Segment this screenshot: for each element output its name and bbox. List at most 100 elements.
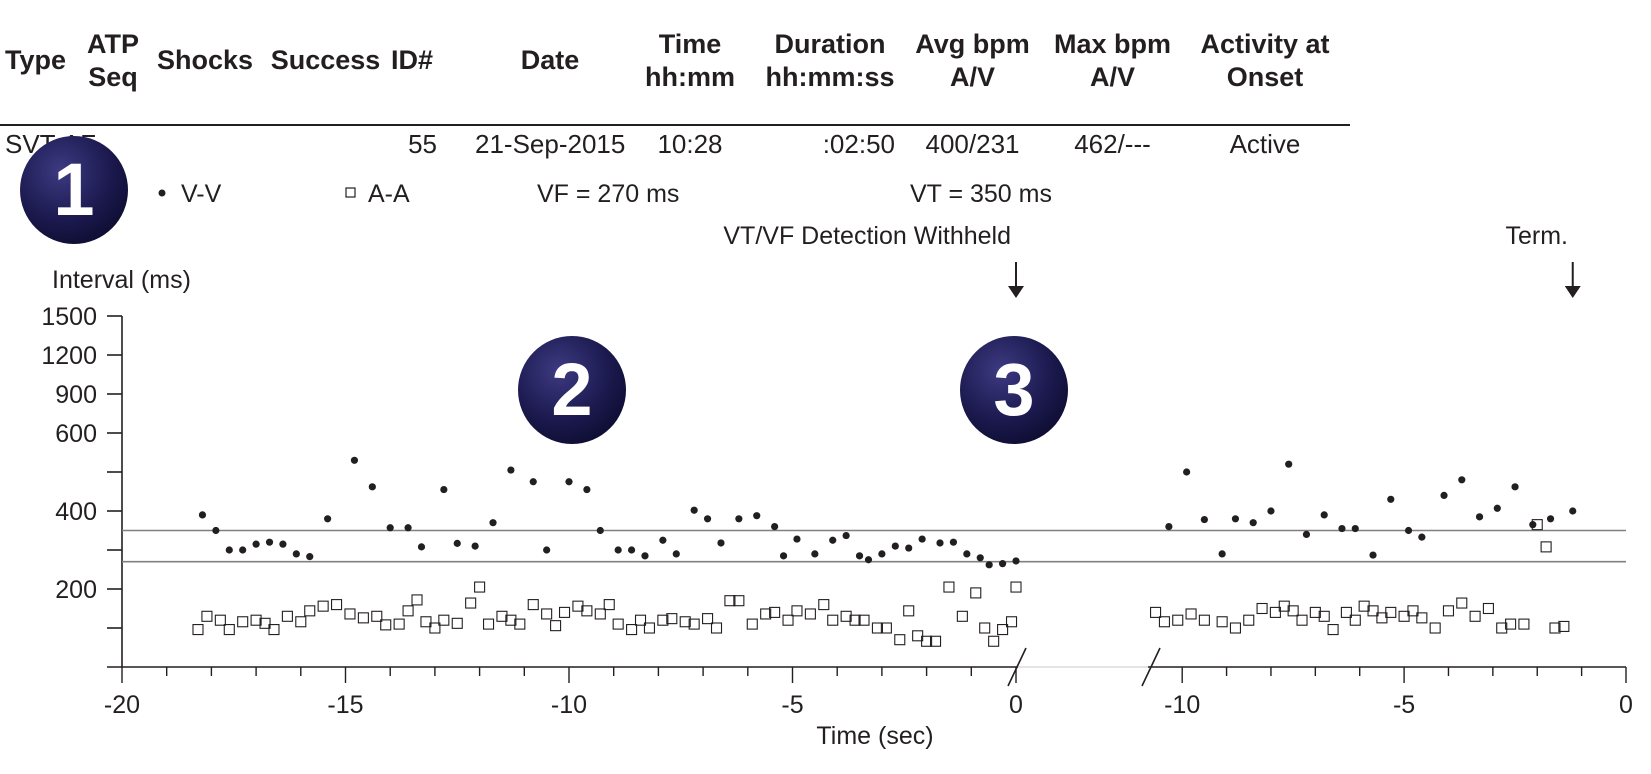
vv-point-seg1-19	[1493, 504, 1501, 512]
aa-point-seg0-38	[612, 618, 624, 630]
vv-point-seg0-41	[855, 552, 864, 560]
aa-point-seg0-4	[237, 616, 249, 628]
vv-point-seg0-32	[717, 539, 725, 547]
aa-point-seg1-29	[1482, 602, 1494, 615]
aa-point-seg0-66	[921, 635, 933, 647]
y-axis-label: Interval (ms)	[52, 266, 191, 294]
x-tick-label-seg1-0: -10	[1164, 691, 1200, 719]
aa-point-seg0-55	[804, 608, 816, 620]
aa-point-seg0-35	[581, 605, 593, 617]
detection-withheld-label: VT/VF Detection Withheld	[723, 222, 1011, 250]
aa-point-seg0-32	[550, 620, 562, 632]
badge-2: 2	[518, 336, 626, 444]
aa-point-seg0-48	[724, 595, 736, 607]
vv-point-seg0-11	[368, 483, 376, 491]
aa-point-seg0-54	[791, 605, 803, 617]
aa-point-seg0-69	[956, 610, 968, 622]
plot-layer: 1500 1200 900 600 400 200 -20 -15 -10 -5 0 -10 -5 0	[41, 262, 1633, 719]
vv-point-seg0-26	[627, 546, 636, 554]
header-type: Type	[5, 45, 67, 75]
vv-point-seg0-28	[659, 536, 667, 544]
header-success: Success	[270, 45, 381, 75]
aa-point-seg0-57	[827, 614, 839, 626]
vv-point-seg1-7	[1285, 460, 1293, 468]
vv-point-seg0-15	[440, 485, 448, 494]
header-date: Date	[520, 45, 580, 75]
vv-point-seg1-18	[1475, 513, 1484, 521]
vv-point-seg0-22	[565, 478, 573, 486]
term-label: Term.	[1506, 222, 1569, 250]
cell-time: 10:28	[657, 129, 723, 159]
vv-point-seg0-20	[529, 478, 537, 486]
vv-point-seg1-5	[1249, 519, 1257, 527]
aa-point-seg1-23	[1407, 605, 1419, 617]
header-activity: Activity at Onset	[1200, 29, 1330, 92]
aa-point-seg0-21	[429, 622, 441, 634]
vv-point-seg0-4	[252, 540, 260, 548]
aa-point-seg0-62	[880, 622, 892, 634]
aa-point-seg0-44	[679, 616, 691, 628]
vv-point-seg1-13	[1387, 495, 1395, 503]
vv-point-seg1-3	[1218, 550, 1226, 558]
vv-point-seg1-10	[1338, 524, 1346, 533]
aa-point-seg0-30	[527, 599, 539, 611]
vv-point-seg0-46	[918, 535, 926, 543]
aa-point-seg1-17	[1349, 614, 1361, 626]
vv-point-seg0-16	[453, 539, 461, 547]
vv-point-seg1-9	[1320, 511, 1328, 519]
aa-point-seg1-36	[1558, 620, 1570, 632]
aa-point-seg0-17	[393, 618, 405, 630]
aa-point-seg0-3	[223, 624, 235, 636]
aa-point-seg0-43	[666, 613, 678, 625]
vv-point-seg1-4	[1231, 515, 1240, 523]
x-tick-label-seg0-4: 0	[1009, 691, 1023, 719]
aa-point-seg0-58	[840, 610, 852, 622]
x-tick-label-seg1-2: 0	[1619, 691, 1633, 719]
aa-point-seg0-74	[1005, 616, 1018, 628]
vv-point-seg0-29	[672, 550, 680, 558]
aa-point-seg0-19	[411, 594, 423, 606]
cell-max-bpm: 462/---	[1074, 129, 1151, 159]
aa-point-seg0-36	[594, 608, 606, 620]
aa-point-seg1-15	[1327, 624, 1339, 636]
badge-1-number: 1	[53, 148, 94, 231]
vv-point-seg0-34	[753, 512, 761, 520]
vv-point-seg0-50	[976, 554, 984, 562]
vv-point-seg0-43	[878, 550, 886, 558]
aa-point-seg0-72	[988, 635, 1000, 647]
y-tick-label-1200: 1200	[41, 342, 97, 370]
header-shocks: Shocks	[156, 45, 254, 75]
vv-point-seg0-47	[936, 539, 944, 547]
aa-point-seg0-26	[482, 618, 495, 630]
aa-point-seg0-46	[702, 613, 714, 625]
axis-break-right	[1141, 647, 1161, 687]
aa-point-seg0-75	[1010, 581, 1022, 593]
vv-point-seg1-11	[1351, 524, 1359, 533]
vv-point-seg0-1	[212, 526, 220, 535]
aa-point-seg0-73	[997, 624, 1009, 636]
aa-point-seg0-14	[357, 612, 369, 624]
vv-point-seg1-12	[1369, 551, 1377, 559]
aa-point-seg0-12	[331, 599, 343, 611]
vv-point-seg1-15	[1418, 533, 1426, 541]
y-tick-label-600: 600	[55, 420, 97, 448]
vv-point-seg0-49	[963, 550, 971, 558]
aa-point-seg0-15	[371, 610, 383, 622]
y-tick-label-1500: 1500	[41, 303, 97, 331]
vv-point-seg1-8	[1302, 530, 1311, 539]
aa-point-seg1-8	[1256, 602, 1268, 615]
vv-point-seg0-18	[489, 519, 497, 527]
aa-point-seg1-2	[1172, 614, 1184, 626]
cell-date: 21-Sep-2015	[475, 129, 626, 159]
vv-point-seg0-23	[583, 485, 591, 494]
aa-point-seg0-39	[626, 624, 638, 636]
vv-point-seg0-14	[417, 543, 426, 551]
aa-point-seg0-67	[929, 635, 942, 647]
aa-point-seg1-7	[1243, 614, 1255, 626]
badge-2-number: 2	[551, 348, 592, 431]
vv-point-seg0-27	[641, 552, 649, 560]
x-tick-label-seg0-1: -15	[327, 691, 363, 719]
aa-point-seg0-27	[496, 610, 508, 622]
aa-point-seg1-30	[1496, 622, 1508, 634]
